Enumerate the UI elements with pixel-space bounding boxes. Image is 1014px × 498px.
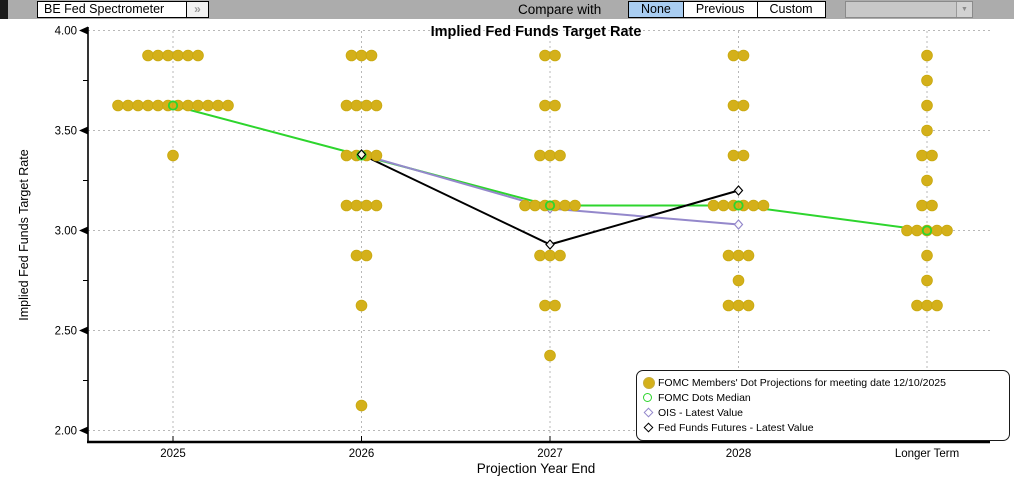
compare-with-label: Compare with: [518, 2, 602, 17]
expand-chevrons-button[interactable]: »: [186, 1, 209, 18]
svg-text:2028: 2028: [726, 448, 752, 460]
chart-title: Implied Fed Funds Target Rate: [430, 24, 642, 40]
svg-text:2.50: 2.50: [55, 326, 77, 338]
chevron-down-icon[interactable]: ▼: [956, 2, 972, 17]
compare-button-group: None Previous Custom: [628, 1, 826, 18]
legend-item-fed-funds-futures[interactable]: Fed Funds Futures - Latest Value: [643, 420, 1003, 435]
legend-label: FOMC Dots Median: [658, 391, 751, 404]
filled-dot-icon: [643, 376, 658, 389]
open-diamond-icon: [643, 407, 658, 418]
toolbar: BE Fed Spectrometer » Compare with None …: [0, 0, 1014, 19]
svg-text:Longer Term: Longer Term: [895, 448, 959, 460]
svg-text:4.00: 4.00: [55, 26, 77, 38]
compare-custom-dropdown[interactable]: ▼: [845, 1, 973, 18]
svg-text:3.50: 3.50: [55, 126, 77, 138]
legend: FOMC Members' Dot Projections for meetin…: [636, 370, 1010, 441]
open-circle-icon: [643, 393, 658, 402]
compare-previous-button[interactable]: Previous: [683, 1, 758, 18]
legend-label: OIS - Latest Value: [658, 406, 744, 419]
compare-none-button[interactable]: None: [628, 1, 684, 18]
legend-item-ois[interactable]: OIS - Latest Value: [643, 405, 1003, 420]
open-diamond-icon: [643, 422, 658, 433]
svg-text:3.00: 3.00: [55, 226, 77, 238]
legend-item-dot-projections[interactable]: FOMC Members' Dot Projections for meetin…: [643, 375, 1003, 390]
x-axis-title: Projection Year End: [476, 461, 596, 476]
compare-custom-button[interactable]: Custom: [757, 1, 826, 18]
svg-text:2026: 2026: [349, 448, 375, 460]
legend-label: Fed Funds Futures - Latest Value: [658, 421, 814, 434]
y-axis-title: Implied Fed Funds Target Rate: [17, 149, 31, 321]
svg-text:2027: 2027: [537, 448, 563, 460]
window-edge-block: [0, 0, 8, 19]
function-selector[interactable]: BE Fed Spectrometer: [37, 1, 192, 18]
legend-label: FOMC Members' Dot Projections for meetin…: [658, 376, 946, 389]
svg-text:2025: 2025: [160, 448, 186, 460]
svg-text:2.00: 2.00: [55, 426, 77, 438]
legend-item-dots-median[interactable]: FOMC Dots Median: [643, 390, 1003, 405]
